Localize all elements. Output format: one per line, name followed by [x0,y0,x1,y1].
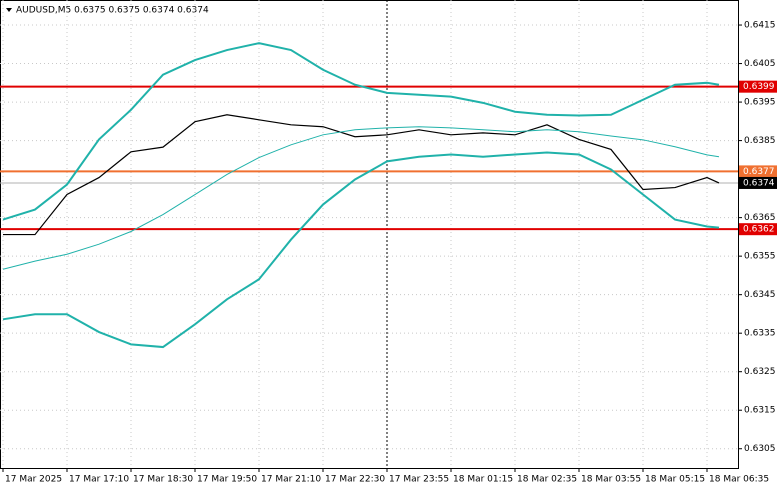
x-tick-label: 18 Mar 02:35 [517,475,577,485]
band-line [2,126,720,270]
y-tick-label: 0.6335 [744,329,776,339]
x-tick-label: 17 Mar 2025 [5,475,62,485]
menu-arrow[interactable] [6,8,12,12]
band-line [2,42,720,221]
x-tick-label: 17 Mar 18:30 [133,475,193,485]
x-tick-label: 17 Mar 21:10 [261,475,321,485]
y-tick-label: 0.6315 [744,406,776,416]
y-tick-label: 0.6305 [744,444,776,454]
level-label: 0.6399 [743,82,775,92]
price-line [3,114,720,236]
band-line [2,151,720,349]
y-tick-label: 0.6415 [744,21,776,31]
y-tick-label: 0.6345 [744,290,776,300]
level-label-box [739,80,777,93]
x-tick-label: 18 Mar 01:15 [453,475,513,485]
level-label: 0.6374 [743,178,775,188]
level-label: 0.6362 [743,225,775,235]
x-tick-label: 18 Mar 03:55 [581,475,641,485]
y-tick-label: 0.6365 [744,213,776,223]
chart-title: AUDUSD,M5 0.6375 0.6375 0.6374 0.6374 [16,6,209,16]
level-label-box [739,165,777,178]
y-tick-label: 0.6395 [744,98,776,108]
x-tick-label: 17 Mar 23:55 [389,475,449,485]
y-tick-label: 0.6385 [744,136,776,146]
level-label: 0.6377 [743,167,775,177]
plot-frame [0,0,739,469]
x-tick-label: 17 Mar 22:30 [325,475,385,485]
y-tick-label: 0.6405 [744,59,776,69]
x-tick-label: 17 Mar 17:10 [69,475,129,485]
level-label-box [739,223,777,236]
x-tick-label: 18 Mar 06:35 [709,475,769,485]
y-tick-label: 0.6355 [744,252,776,262]
x-tick-label: 17 Mar 19:50 [197,475,257,485]
x-tick-label: 18 Mar 05:15 [645,475,705,485]
y-tick-label: 0.6325 [744,367,776,377]
level-label-box [739,176,777,189]
